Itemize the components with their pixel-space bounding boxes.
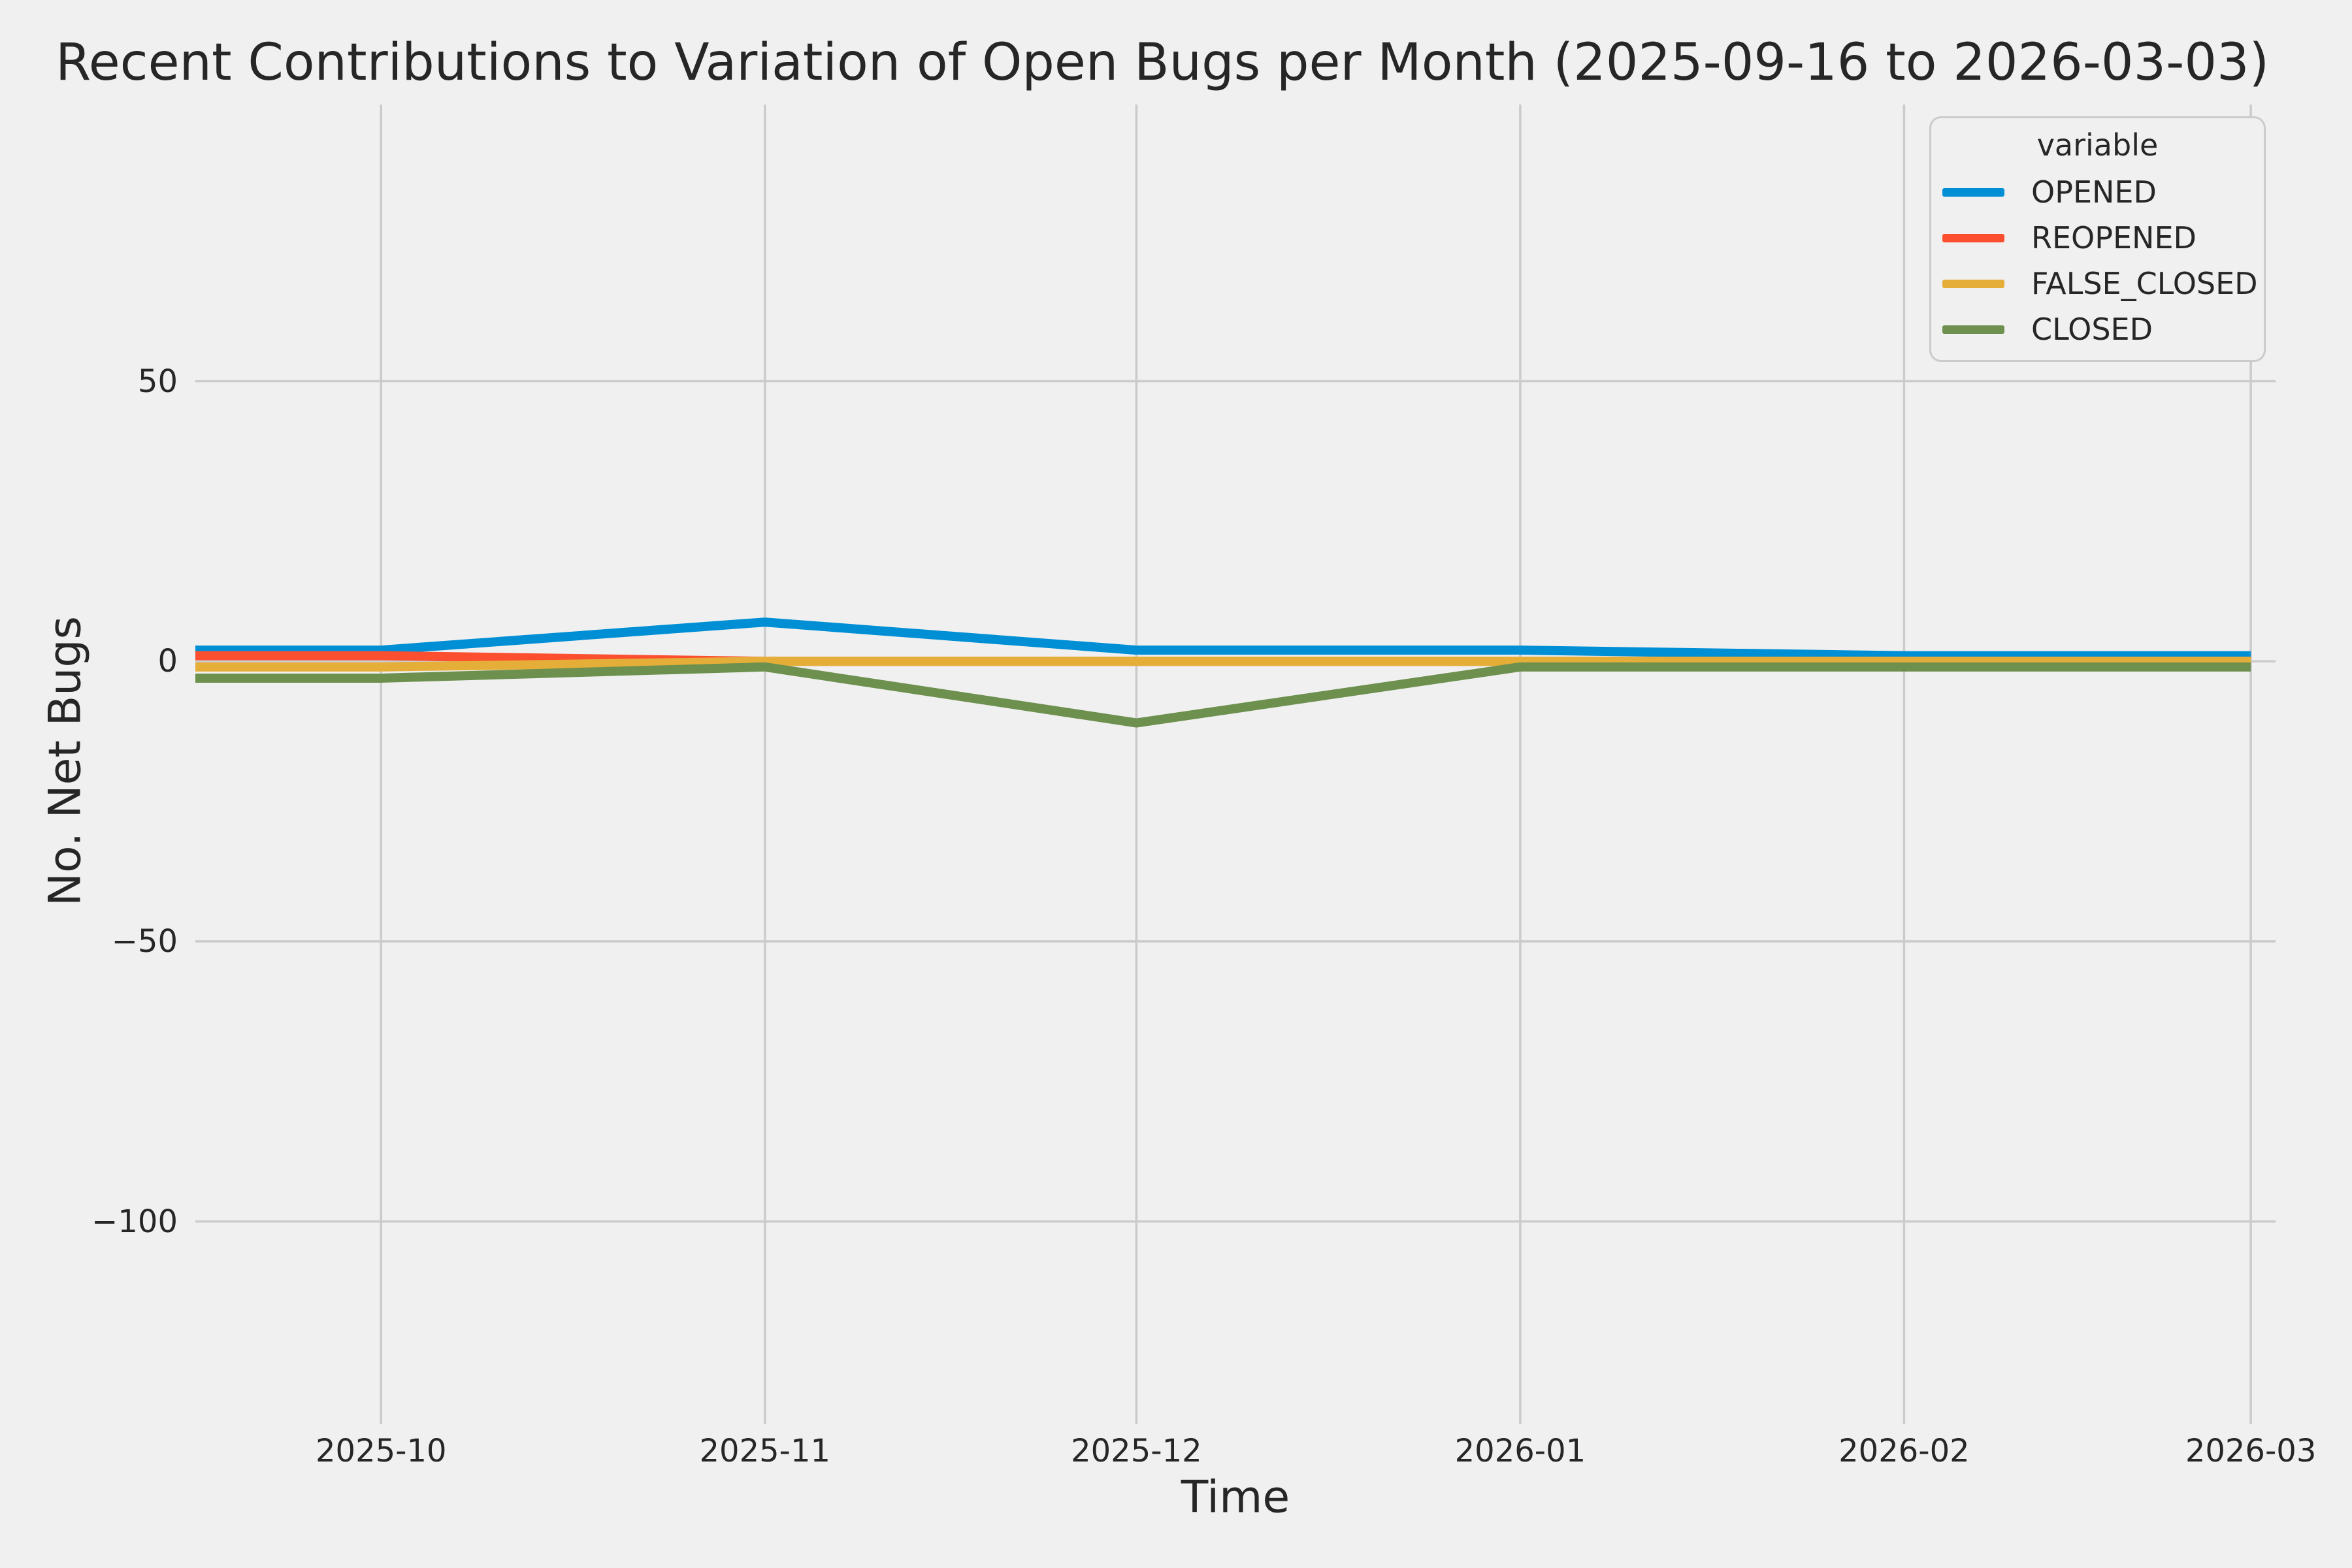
x-tick-label: 2025-11	[699, 1433, 831, 1469]
y-tick-label: 50	[137, 363, 178, 400]
legend: variable OPENED REOPENED FALSE_CLOSED CLOSE…	[1929, 116, 2266, 362]
x-tick-label: 2025-10	[316, 1433, 447, 1469]
chart-title: Recent Contributions to Variation of Ope…	[56, 33, 2270, 92]
legend-swatch-icon	[1942, 325, 2004, 334]
legend-label: OPENED	[2031, 174, 2157, 210]
legend-swatch-icon	[1942, 188, 2004, 197]
series-line-false_closed	[195, 657, 2251, 672]
legend-item-closed: CLOSED	[1931, 306, 2264, 352]
y-tick-label: 0	[157, 643, 178, 680]
x-axis-title: Time	[1181, 1471, 1290, 1524]
legend-items: OPENED REOPENED FALSE_CLOSED CLOSED	[1931, 169, 2264, 352]
legend-swatch-icon	[1942, 279, 2004, 288]
legend-title: variable	[2036, 127, 2159, 163]
legend-label: REOPENED	[2031, 220, 2197, 255]
legend-label: FALSE_CLOSED	[2031, 266, 2258, 301]
x-tick-label: 2026-02	[1838, 1433, 1970, 1469]
series-line-opened	[195, 617, 2251, 661]
legend-item-opened: OPENED	[1931, 169, 2264, 215]
series-line-closed	[195, 662, 2251, 728]
y-tick-label: −50	[111, 923, 178, 960]
x-tick-label: 2026-03	[2185, 1433, 2317, 1469]
y-axis-title: No. Net Bugs	[39, 616, 91, 906]
y-tick-label: −100	[91, 1203, 178, 1240]
legend-item-false_closed: FALSE_CLOSED	[1931, 261, 2264, 306]
x-tick-label: 2026-01	[1454, 1433, 1586, 1469]
x-tick-label: 2025-12	[1071, 1433, 1202, 1469]
legend-label: CLOSED	[2031, 312, 2153, 347]
legend-swatch-icon	[1942, 233, 2004, 242]
legend-item-reopened: REOPENED	[1931, 215, 2264, 261]
